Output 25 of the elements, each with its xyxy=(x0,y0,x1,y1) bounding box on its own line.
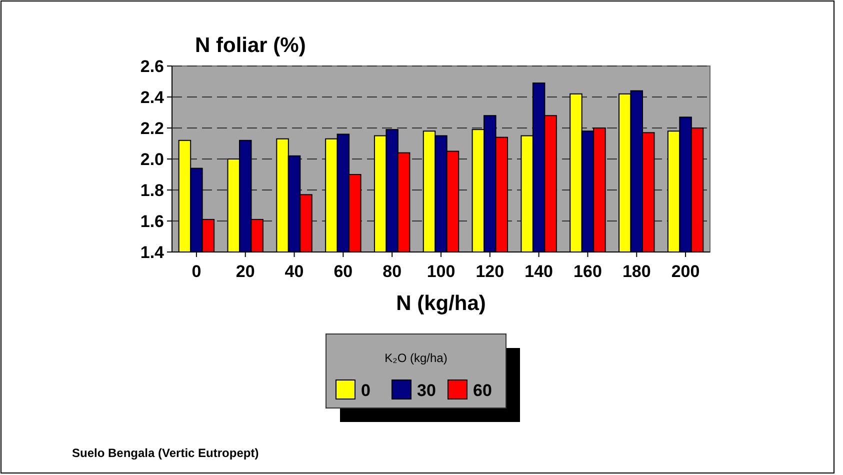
x-tick-label: 200 xyxy=(671,262,700,281)
x-tick-label: 180 xyxy=(622,262,651,281)
x-tick-label: 100 xyxy=(426,262,456,281)
x-tick-label: 20 xyxy=(236,262,255,281)
y-tick-label: 1.6 xyxy=(140,212,164,231)
text: Suelo Bengala (Vertic Eutropept) xyxy=(72,446,259,460)
y-tick-label: 2.0 xyxy=(140,150,164,169)
y-tick-label: 2.2 xyxy=(140,119,164,138)
legend-label: 0 xyxy=(361,381,370,400)
x-tick-label: 80 xyxy=(382,262,402,281)
chart-title: N foliar (%) xyxy=(195,34,306,57)
y-tick-label: 2.6 xyxy=(140,57,164,76)
x-tick-label: 60 xyxy=(334,262,353,281)
legend-label: 30 xyxy=(417,381,436,400)
x-tick-label: 120 xyxy=(476,262,504,281)
x-tick-label: 160 xyxy=(574,262,602,281)
legend-title: K₂O (kg/ha) xyxy=(384,351,448,365)
x-axis-title: N (kg/ha) xyxy=(396,292,486,315)
y-tick-label: 1.4 xyxy=(140,243,165,262)
x-tick-label: 0 xyxy=(192,262,202,281)
y-tick-label: 1.8 xyxy=(140,181,164,200)
legend-label: 60 xyxy=(473,381,492,400)
y-tick-label: 2.4 xyxy=(140,88,165,107)
x-tick-label: 140 xyxy=(524,262,554,281)
x-tick-label: 40 xyxy=(284,262,304,281)
